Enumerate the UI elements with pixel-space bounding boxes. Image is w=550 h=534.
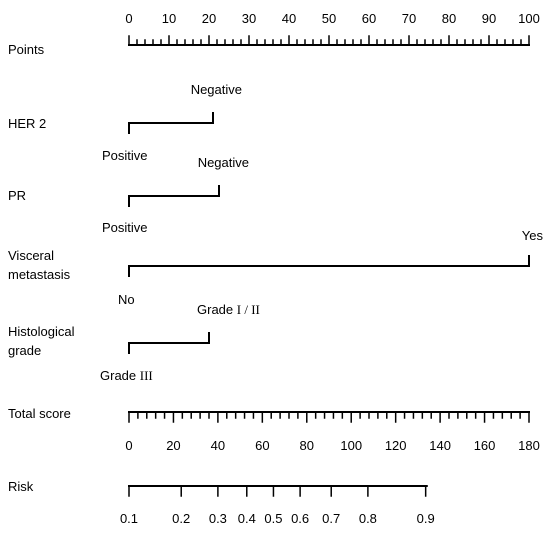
total-score-tick-label: 20	[166, 438, 180, 453]
risk-tick-label: 0.4	[238, 511, 256, 526]
total-score-tick-label: 140	[429, 438, 451, 453]
points-tick-label: 20	[202, 11, 216, 26]
total-score-tick-label: 100	[340, 438, 362, 453]
risk-tick-label: 0.2	[172, 511, 190, 526]
pr-level-high: Negative	[198, 155, 249, 170]
total-score-tick-label: 180	[518, 438, 540, 453]
total-score-label: Total score	[8, 406, 71, 421]
risk-tick-label: 0.8	[359, 511, 377, 526]
risk-tick-label: 0.7	[322, 511, 340, 526]
risk-tick-label: 0.6	[291, 511, 309, 526]
her2-level-high: Negative	[191, 82, 242, 97]
risk-label: Risk	[8, 479, 34, 494]
points-label: Points	[8, 42, 45, 57]
points-tick-label: 50	[322, 11, 336, 26]
visceral-metastasis-level-low: No	[118, 292, 135, 307]
risk-tick-label: 0.1	[120, 511, 138, 526]
points-tick-label: 40	[282, 11, 296, 26]
her2-label: HER 2	[8, 116, 46, 131]
points-tick-label: 0	[125, 11, 132, 26]
total-score-tick-label: 0	[125, 438, 132, 453]
total-score-tick-label: 40	[211, 438, 225, 453]
total-score-tick-label: 80	[300, 438, 314, 453]
points-tick-label: 60	[362, 11, 376, 26]
histological-grade-label-line: Histological	[8, 324, 75, 339]
points-tick-label: 80	[442, 11, 456, 26]
histological-grade-level-low: Grade III	[100, 368, 153, 383]
points-tick-label: 100	[518, 11, 540, 26]
points-tick-label: 30	[242, 11, 256, 26]
risk-tick-label: 0.5	[264, 511, 282, 526]
visceral-metastasis-level-high: Yes	[522, 228, 544, 243]
pr-label: PR	[8, 188, 26, 203]
risk-tick-label: 0.3	[209, 511, 227, 526]
visceral-metastasis-label-line: Visceral	[8, 248, 54, 263]
total-score-tick-label: 120	[385, 438, 407, 453]
pr-level-low: Positive	[102, 220, 148, 235]
total-score-tick-label: 160	[474, 438, 496, 453]
histological-grade-level-high: Grade I / II	[197, 302, 260, 317]
her2-level-low: Positive	[102, 148, 148, 163]
visceral-metastasis-label-line: metastasis	[8, 267, 71, 282]
total-score-tick-label: 60	[255, 438, 269, 453]
points-tick-label: 70	[402, 11, 416, 26]
points-tick-label: 90	[482, 11, 496, 26]
histological-grade-label-line: grade	[8, 343, 41, 358]
risk-tick-label: 0.9	[417, 511, 435, 526]
points-tick-label: 10	[162, 11, 176, 26]
